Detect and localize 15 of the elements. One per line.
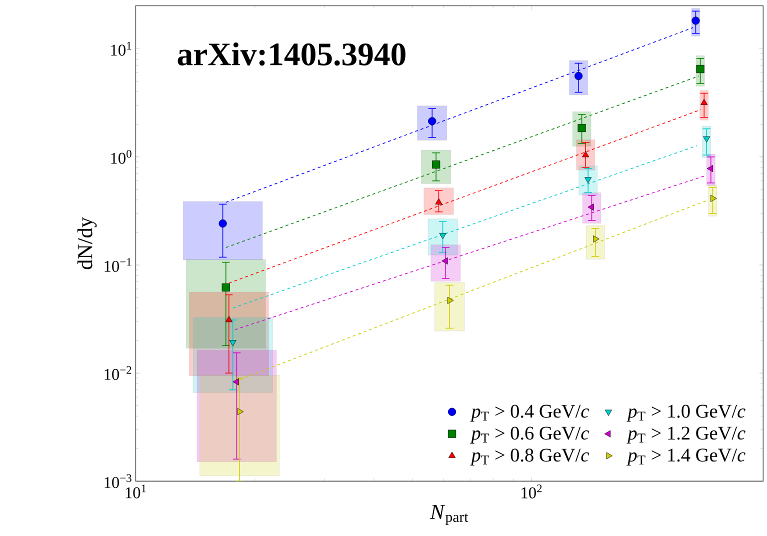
legend-label: p$_{T}$ > 1.4 GeV/c <box>626 448 746 466</box>
x-tick-label: 10$^{2}$ <box>522 484 542 498</box>
y-tick-label: 10$^{−1}$ <box>104 258 132 272</box>
legend-label: p$_{T}$ > 1.2 GeV/c <box>626 426 746 444</box>
y-axis-title: dN/dy <box>77 217 97 270</box>
legend-label: p$_{T}$ > 0.6 GeV/c <box>470 426 589 444</box>
annotation: arXiv:1405.3940 <box>178 42 406 66</box>
y-tick-label: 10$^{1}$ <box>111 42 132 56</box>
legend-label: p$_{T}$ > 0.8 GeV/c <box>470 448 589 466</box>
y-tick-label: 10$^{0}$ <box>111 150 132 164</box>
y-tick-label: 10$^{−2}$ <box>104 366 132 380</box>
x-axis-title: N$_{part}$ <box>430 504 468 525</box>
legend-label: p$_{T}$ > 1.0 GeV/c <box>626 404 746 422</box>
legend-label: p$_{T}$ > 0.4 GeV/c <box>470 404 589 422</box>
y-tick-label: 10$^{−3}$ <box>104 474 132 488</box>
